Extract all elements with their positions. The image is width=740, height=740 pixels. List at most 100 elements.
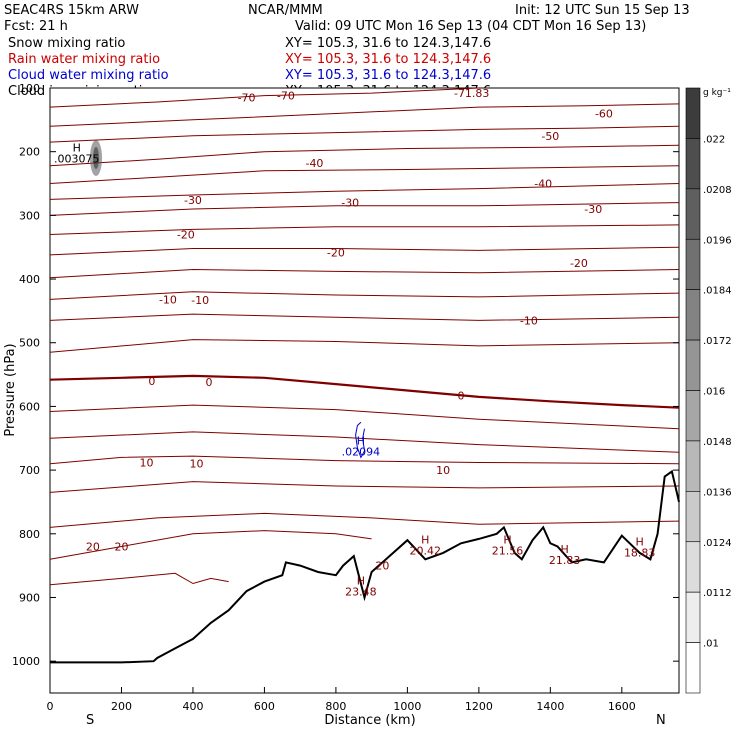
forecast-hour: Fcst: 21 h [4,19,68,34]
contour-label: 10 [190,458,204,471]
x-tick-label: 200 [111,700,132,713]
colorbar-label: .0172 [703,336,732,347]
contour-label: 20 [86,541,100,554]
contour-line [49,404,680,430]
contour-line [49,165,680,184]
y-tick-label: 700 [19,464,40,477]
colorbar-cell [685,238,701,290]
legend-xy: XY= 105.3, 31.6 to 124.3,147.6 [285,68,491,83]
contour-label: -70 [277,90,295,103]
contour-line [49,481,680,493]
contour-line [49,183,680,200]
terrain-line [50,469,680,664]
contour-label: 10 [139,456,153,469]
contour-line [49,87,479,108]
contour-line [49,374,680,409]
maximum-label: H [560,543,568,556]
colorbar-label: .016 [703,387,725,398]
colorbar-cell [685,642,701,694]
colorbar-cell [685,188,701,240]
maximum-label: 20.42 [410,544,442,557]
contour-label: -30 [341,197,359,210]
x-tick-label: 1400 [536,700,564,713]
contour-line [49,103,680,127]
contour-label: -20 [570,257,588,270]
contour-line [49,224,680,235]
legend-xy: XY= 105.3, 31.6 to 124.3,147.6 [285,36,491,51]
contour-line [49,431,680,453]
x-tick-label: 800 [325,700,346,713]
terrain-path [50,469,680,664]
contour-label: 20 [375,560,389,573]
snow-shading [90,140,102,176]
maximum-label: H [73,142,81,155]
contour-line [49,202,680,216]
maximum-label: H [421,533,429,546]
maximum-label: H [357,435,365,448]
contour-label: -40 [305,157,323,170]
contour-label: -50 [541,130,559,143]
org-title: NCAR/MMM [248,3,323,18]
contour-label: 0 [148,375,155,388]
contour-line [49,455,680,465]
colorbar-cell [685,87,701,139]
contour-label: -20 [177,228,195,241]
colorbar-cell [685,440,701,492]
y-tick-label: 400 [19,273,40,286]
legend-xy: XY= 105.3, 31.6 to 124.3,147.6 [285,52,491,67]
colorbar-label: .022 [703,134,725,145]
legend-label: Rain water mixing ratio [8,52,160,67]
x-tick-label: 400 [182,700,203,713]
x-tick-label: 600 [254,700,275,713]
x-tick-label: 1200 [465,700,493,713]
maximum-label: 23.48 [345,586,377,599]
contour-label: 10 [436,464,450,477]
contour-label: -10 [159,293,177,306]
x-tick-label: 1000 [393,700,421,713]
y-tick-label: 200 [19,146,40,159]
x-axis-ticks: 0 200 400 600 800 1000 1200 1400 1600 [47,687,636,713]
contour-line [49,572,229,586]
contour-label: -30 [184,194,202,207]
maximum-label: .003075 [54,153,100,166]
contour-labels: -70 -70 -71.83 -60 -50 -40 -40 -30 -30 -30 -20 -20 -… [86,87,613,573]
colorbar-label: .0208 [703,185,732,196]
colorbar-label: .0136 [703,487,732,498]
legend-label: Cloud water mixing ratio [8,68,169,83]
maximum-label: H [357,575,365,588]
y-tick-label: 100 [19,82,40,95]
maximum-label: H [636,535,644,548]
colorbar-label: .0196 [703,235,732,246]
colorbar-label: .0112 [703,588,732,599]
maximum-label: .02094 [342,446,381,459]
y-tick-label: 300 [19,209,40,222]
y-tick-label: 1000 [12,655,40,668]
valid-time: Valid: 09 UTC Mon 16 Sep 13 (04 CDT Mon … [295,19,646,34]
colorbar-cell [685,339,701,391]
colorbar-label: .0124 [703,538,732,549]
contour-label: -40 [534,178,552,191]
colorbar-cell [685,289,701,341]
contour-line [49,246,680,256]
contour-label: -70 [238,92,256,105]
contour-label: -30 [584,203,602,216]
contour-label: 0 [206,376,213,389]
contour-label: -20 [327,246,345,259]
contour-line [49,125,680,143]
colorbar-cell [685,541,701,593]
endpoint-south: S [86,713,94,728]
x-tick-label: 0 [47,700,54,713]
contour-label: -10 [520,314,538,327]
contour-label: -60 [595,107,613,120]
init-time: Init: 12 UTC Sun 15 Sep 13 [515,3,690,18]
contour-line [49,339,680,353]
y-tick-label: 600 [19,400,40,413]
x-axis-label: Distance (km) [324,713,415,728]
colorbar-cell [685,138,701,190]
y-axis-label: Pressure (hPa) [3,343,18,436]
model-title: SEAC4RS 15km ARW [4,3,139,18]
contour-label: -10 [191,294,209,307]
contour-line [49,144,680,167]
